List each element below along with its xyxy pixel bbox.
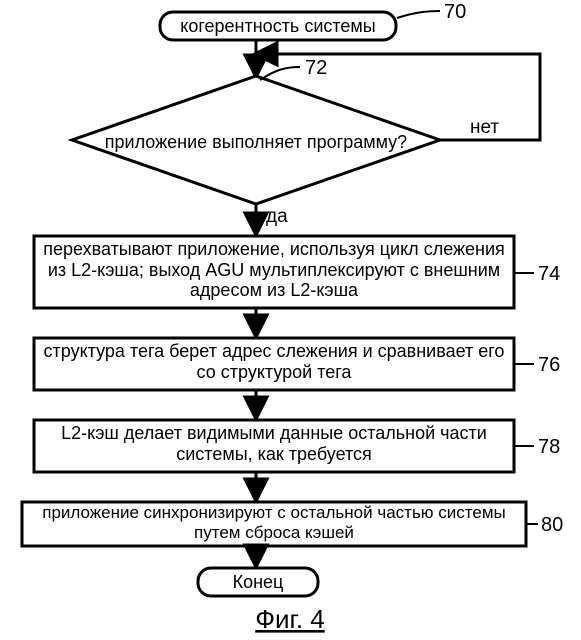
figure-caption: Фиг. 4 (255, 604, 325, 634)
label-no: нет (470, 117, 499, 138)
leader-70 (397, 11, 440, 18)
step-78-text: L2-кэш делает видимыми данные остальной … (40, 423, 508, 464)
step-80-text: приложение синхронизируют с остальной ча… (28, 503, 520, 542)
decision: приложение выполняет программу? (72, 76, 440, 204)
step-80: приложение синхронизируют с остальной ча… (22, 502, 526, 546)
terminator-end: Конец (198, 568, 318, 596)
terminator-start: когерентность системы (160, 12, 396, 40)
label-yes: да (266, 206, 288, 227)
step-74: перехватывают приложение, используя цикл… (34, 236, 514, 308)
terminator-start-text: когерентность системы (180, 16, 375, 36)
terminator-end-text: Конец (233, 572, 284, 592)
step-76: структура тега берет адрес слежения и ср… (34, 338, 514, 390)
label-80: 80 (541, 514, 563, 536)
flowchart-svg: когерентность системы 70 приложение выпо… (0, 0, 581, 640)
step-78: L2-кэш делает видимыми данные остальной … (34, 420, 514, 472)
step-74-text: перехватывают приложение, используя цикл… (40, 239, 508, 301)
label-78: 78 (538, 436, 560, 458)
label-70: 70 (444, 1, 466, 23)
label-72: 72 (305, 57, 327, 79)
decision-text: приложение выполняет программу? (105, 132, 407, 152)
step-76-text: структура тега берет адрес слежения и ср… (40, 341, 508, 382)
label-74: 74 (538, 263, 560, 285)
label-76: 76 (538, 354, 560, 376)
